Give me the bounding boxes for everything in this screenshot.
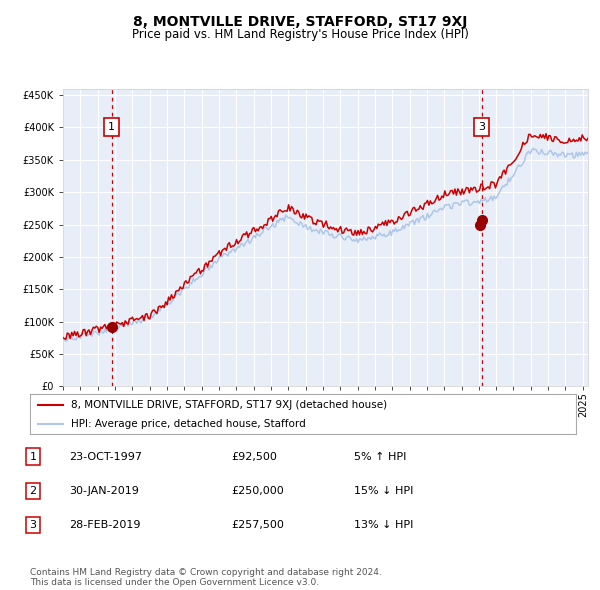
Text: £250,000: £250,000 — [231, 486, 284, 496]
Text: 5% ↑ HPI: 5% ↑ HPI — [354, 452, 406, 461]
Text: 23-OCT-1997: 23-OCT-1997 — [69, 452, 142, 461]
Text: 8, MONTVILLE DRIVE, STAFFORD, ST17 9XJ: 8, MONTVILLE DRIVE, STAFFORD, ST17 9XJ — [133, 15, 467, 29]
Text: £92,500: £92,500 — [231, 452, 277, 461]
Text: 8, MONTVILLE DRIVE, STAFFORD, ST17 9XJ (detached house): 8, MONTVILLE DRIVE, STAFFORD, ST17 9XJ (… — [71, 400, 387, 410]
Text: 2: 2 — [29, 486, 37, 496]
Text: 30-JAN-2019: 30-JAN-2019 — [69, 486, 139, 496]
Text: 1: 1 — [108, 122, 115, 132]
Text: 28-FEB-2019: 28-FEB-2019 — [69, 520, 140, 530]
Text: Contains HM Land Registry data © Crown copyright and database right 2024.
This d: Contains HM Land Registry data © Crown c… — [30, 568, 382, 587]
Text: 15% ↓ HPI: 15% ↓ HPI — [354, 486, 413, 496]
Text: HPI: Average price, detached house, Stafford: HPI: Average price, detached house, Staf… — [71, 419, 306, 428]
Text: 1: 1 — [29, 452, 37, 461]
Text: £257,500: £257,500 — [231, 520, 284, 530]
Text: 3: 3 — [29, 520, 37, 530]
Text: 13% ↓ HPI: 13% ↓ HPI — [354, 520, 413, 530]
Text: 3: 3 — [478, 122, 485, 132]
Text: Price paid vs. HM Land Registry's House Price Index (HPI): Price paid vs. HM Land Registry's House … — [131, 28, 469, 41]
